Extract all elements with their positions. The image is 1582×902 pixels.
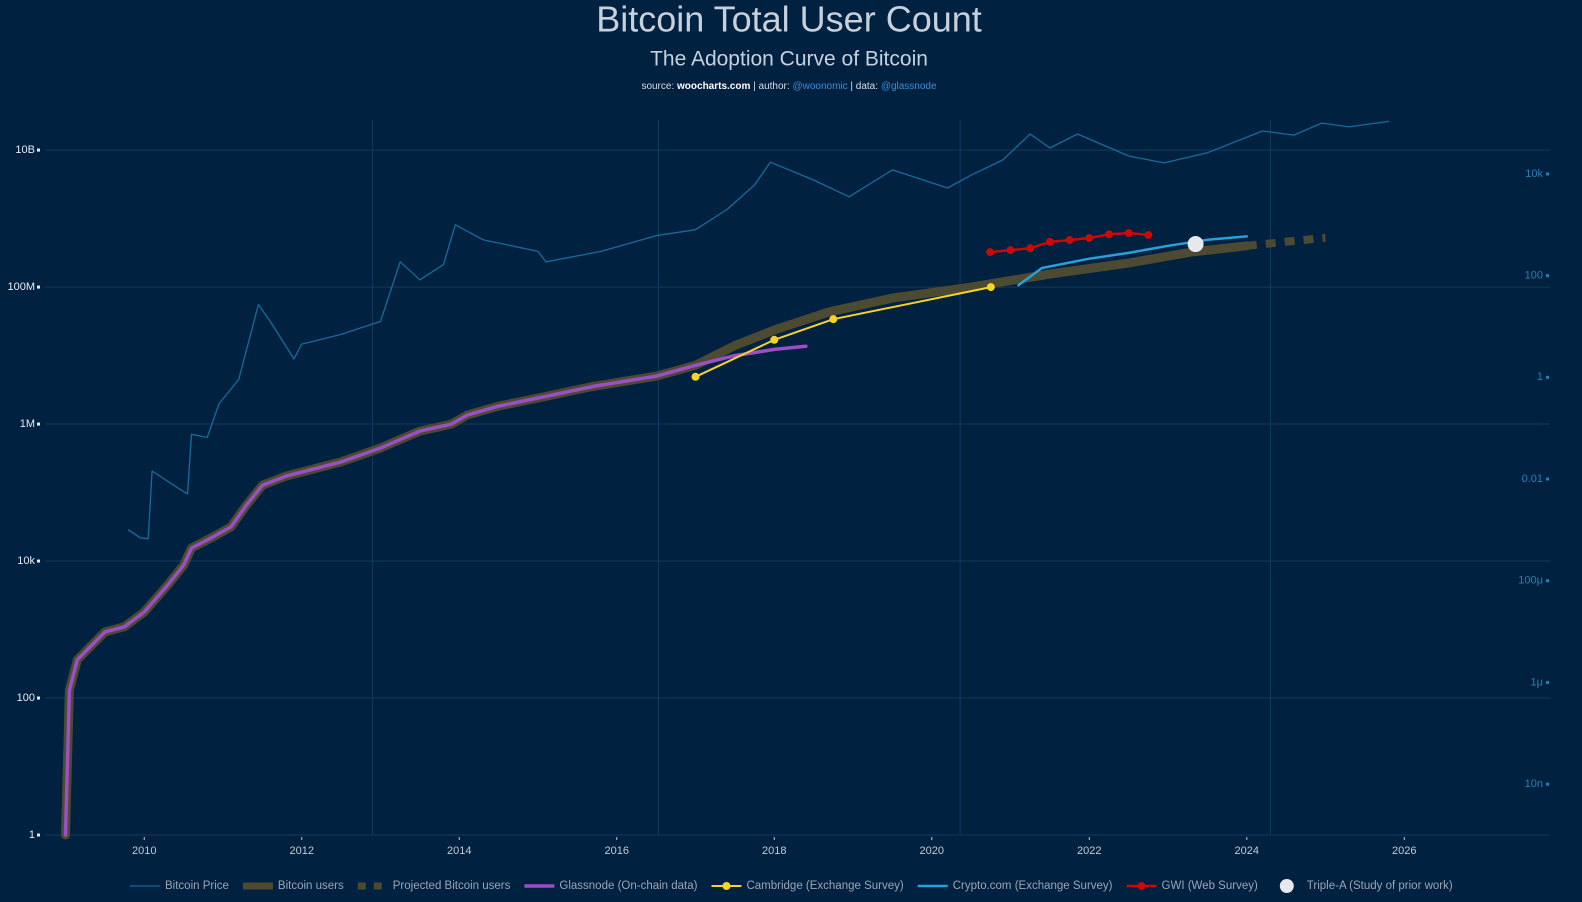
legend-label[interactable]: Bitcoin Price <box>165 880 229 892</box>
series-line <box>1246 233 1326 250</box>
y-tick-label: 100 <box>17 692 35 704</box>
series-line <box>1017 235 1249 287</box>
y2-tick-label: 1μ <box>1531 676 1543 688</box>
legend-label[interactable]: GWI (Web Survey) <box>1162 880 1258 892</box>
data-source[interactable]: @glassnode <box>881 81 937 92</box>
data-point <box>1104 230 1113 239</box>
source[interactable]: woocharts.com <box>676 81 750 92</box>
legend-marker <box>1137 882 1146 890</box>
x-tick-label: 2022 <box>1077 845 1101 857</box>
data-point <box>1026 244 1035 253</box>
series-line <box>127 120 1390 540</box>
legend-label[interactable]: Crypto.com (Exchange Survey) <box>953 880 1113 892</box>
grid <box>45 120 1550 836</box>
x-tick-label: 2020 <box>920 845 944 857</box>
author-label: | author: <box>753 81 790 92</box>
chart-title: Bitcoin Total User Count <box>596 0 982 40</box>
legend-label[interactable]: Cambridge (Exchange Survey) <box>746 880 903 892</box>
y2-tick-label: 0.01 <box>1522 473 1543 485</box>
data-point <box>1124 229 1133 238</box>
data-label: | data: <box>850 81 878 92</box>
y2-tick-label: 100 <box>1525 270 1543 282</box>
y2-tick-label: 1 <box>1537 371 1543 383</box>
y-tick-label: 10B <box>15 144 35 156</box>
x-tick-label: 2012 <box>289 845 313 857</box>
data-point <box>1045 237 1054 246</box>
data-point <box>986 283 995 292</box>
data-point <box>1065 236 1074 245</box>
data-point <box>1187 236 1204 253</box>
x-tick-label: 2016 <box>605 845 629 857</box>
x-tick-label: 2024 <box>1235 845 1259 857</box>
y-tick-label: 1M <box>20 418 35 430</box>
data-point <box>691 372 700 381</box>
source-line: source: woocharts.com | author: @woonomi… <box>641 81 937 92</box>
author[interactable]: @woonomic <box>792 81 847 92</box>
data-point <box>770 335 779 344</box>
data-point <box>1006 246 1015 255</box>
legend-marker <box>1279 879 1294 893</box>
y-tick-label: 10k <box>17 555 35 567</box>
data-point <box>986 248 995 257</box>
y-tick-label: 1 <box>29 829 35 841</box>
data-point <box>829 315 838 324</box>
legend: Bitcoin Price Bitcoin users Projected Bitc… <box>130 879 1453 893</box>
data-point <box>1085 234 1094 243</box>
plot-area <box>61 120 1390 840</box>
chart-subtitle: The Adoption Curve of Bitcoin <box>650 48 928 71</box>
x-tick-label: 2026 <box>1392 845 1416 857</box>
series-line <box>63 344 808 837</box>
x-tick-label: 2014 <box>447 845 471 857</box>
series-line <box>694 286 992 378</box>
legend-marker <box>722 882 731 890</box>
y2-tick-label: 10k <box>1525 168 1543 180</box>
axes: 1 100 10k 1M 100M 10B 10n 1μ 100μ 0.01 1 100 10k 2010… <box>7 144 1549 857</box>
legend-label[interactable]: Projected Bitcoin users <box>393 880 511 892</box>
y-tick-label: 100M <box>7 281 35 293</box>
x-tick-label: 2010 <box>132 845 156 857</box>
source-label: source: <box>641 81 674 92</box>
legend-label[interactable]: Bitcoin users <box>278 880 344 892</box>
y2-tick-label: 10n <box>1525 778 1543 790</box>
y2-tick-label: 100μ <box>1518 575 1543 587</box>
legend-label[interactable]: Glassnode (On-chain data) <box>559 880 697 892</box>
x-tick-label: 2018 <box>762 845 786 857</box>
data-point <box>1144 231 1153 240</box>
legend-label[interactable]: Triple-A (Study of prior work) <box>1307 880 1453 892</box>
